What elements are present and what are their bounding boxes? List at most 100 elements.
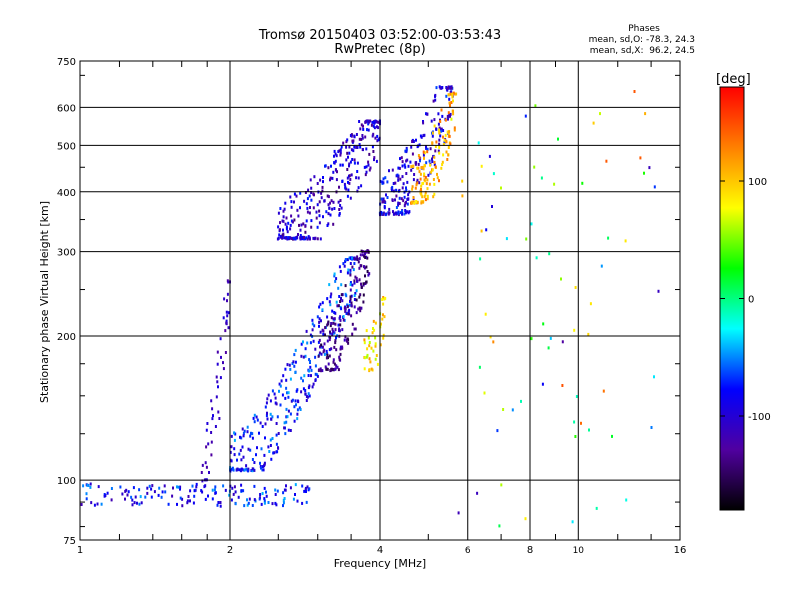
data-point <box>106 491 109 495</box>
y-tick-labels: 75 100 200 300 400 500 600 750 <box>57 57 76 547</box>
data-point <box>320 319 322 323</box>
data-point <box>329 330 331 334</box>
data-point <box>297 214 300 218</box>
data-point <box>405 210 408 214</box>
data-point <box>422 150 425 154</box>
data-point <box>293 192 296 196</box>
data-point <box>277 211 280 215</box>
data-point <box>339 153 342 157</box>
data-point <box>434 98 437 102</box>
data-point <box>381 211 384 215</box>
data-point <box>423 156 425 160</box>
data-point <box>294 483 297 487</box>
data-point <box>344 260 347 264</box>
data-point <box>441 114 444 118</box>
data-point <box>405 146 408 150</box>
data-point <box>339 199 342 202</box>
data-point <box>335 364 338 368</box>
data-point <box>370 367 373 371</box>
data-point <box>208 471 210 474</box>
data-point <box>217 501 220 504</box>
data-point <box>210 431 213 434</box>
data-point <box>213 488 216 492</box>
data-point <box>285 386 288 390</box>
data-point <box>296 208 299 212</box>
data-point <box>358 278 361 282</box>
data-point <box>217 410 220 414</box>
data-point <box>267 445 270 449</box>
data-point <box>318 351 321 355</box>
data-point <box>256 418 259 422</box>
data-point <box>356 146 359 149</box>
data-point <box>356 189 359 193</box>
data-point <box>447 111 450 115</box>
data-point <box>261 468 264 472</box>
data-point <box>397 212 400 216</box>
data-point <box>310 374 312 378</box>
data-point <box>397 203 400 207</box>
data-point <box>277 432 280 435</box>
data-point <box>365 265 368 269</box>
data-point <box>442 143 445 146</box>
data-point <box>363 367 366 371</box>
data-point <box>233 438 236 442</box>
data-point <box>214 491 217 495</box>
data-point <box>398 196 401 200</box>
data-point <box>350 314 353 318</box>
data-point <box>329 295 332 299</box>
data-point <box>130 495 133 499</box>
data-point <box>410 165 413 169</box>
data-point <box>161 490 164 494</box>
data-point <box>359 293 362 297</box>
data-point <box>263 463 266 467</box>
data-point <box>476 491 479 495</box>
data-point <box>605 159 608 163</box>
data-point <box>449 142 452 146</box>
data-point <box>433 192 436 196</box>
data-point <box>276 415 279 419</box>
data-point <box>258 431 260 435</box>
data-point <box>176 485 178 489</box>
data-point <box>308 384 311 388</box>
data-point <box>325 349 328 353</box>
data-point <box>422 153 425 157</box>
data-point <box>226 292 229 296</box>
data-point <box>146 486 149 490</box>
data-point <box>359 127 362 131</box>
data-point <box>347 188 350 192</box>
data-point <box>440 129 443 133</box>
data-point <box>381 200 384 204</box>
data-point <box>368 357 371 361</box>
data-point <box>438 126 441 130</box>
data-point <box>299 408 302 411</box>
data-point <box>215 395 218 399</box>
data-point <box>279 235 282 238</box>
data-point <box>333 161 336 165</box>
data-point <box>480 164 483 168</box>
y-tick-label: 600 <box>57 103 76 114</box>
data-point <box>547 346 550 350</box>
data-point <box>348 145 351 149</box>
data-point <box>359 253 362 257</box>
data-point <box>210 399 213 403</box>
data-point <box>327 362 330 366</box>
data-point <box>428 159 431 163</box>
data-point <box>331 309 334 313</box>
data-point <box>323 348 326 352</box>
data-point <box>367 336 370 340</box>
data-point <box>429 163 432 167</box>
data-point <box>339 300 342 303</box>
data-point <box>388 169 390 173</box>
data-point <box>420 201 423 205</box>
data-point <box>541 382 544 386</box>
data-point <box>323 199 326 203</box>
data-point <box>360 306 363 310</box>
data-point <box>225 310 228 314</box>
data-point <box>440 166 443 170</box>
data-point <box>311 318 314 322</box>
data-point <box>359 145 362 149</box>
data-point <box>346 303 349 307</box>
data-point <box>376 134 379 138</box>
data-point <box>355 311 358 315</box>
data-point <box>368 152 371 156</box>
